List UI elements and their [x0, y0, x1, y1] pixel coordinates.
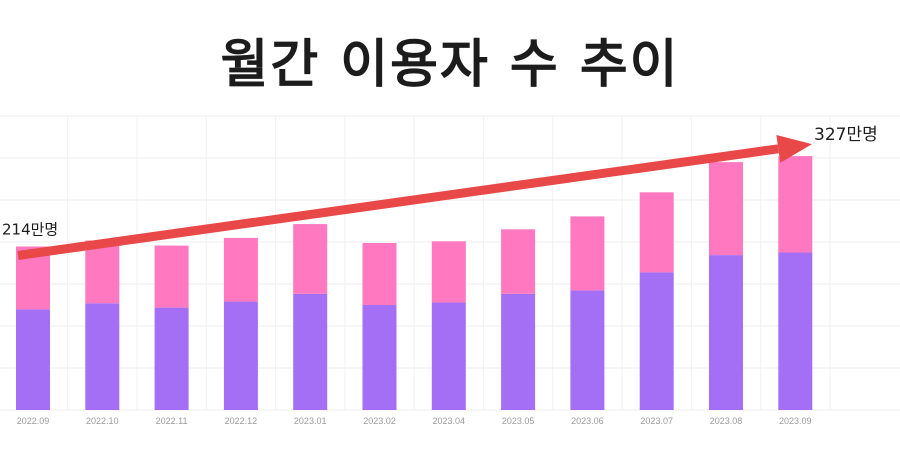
gridlines — [0, 115, 900, 411]
bar-segment-lower — [778, 252, 813, 410]
start-value-label: 214만명 — [2, 221, 58, 239]
x-tick-label: 2022.11 — [156, 416, 188, 426]
bar-segment-upper — [709, 162, 743, 255]
bar-segment-lower — [570, 290, 605, 410]
x-tick-label: 2023.08 — [710, 416, 743, 426]
x-tick-label: 2023.07 — [640, 416, 673, 426]
trend-arrow-head — [776, 135, 812, 163]
x-tick-label: 2022.12 — [225, 416, 258, 426]
bar-segment-upper — [778, 156, 813, 253]
bar-segment-upper — [154, 245, 189, 308]
bar-segment-upper — [362, 243, 397, 305]
x-tick-label: 2023.06 — [571, 416, 604, 426]
x-tick-label: 2022.10 — [86, 416, 119, 426]
x-tick-label: 2023.05 — [502, 416, 535, 426]
bar-segment-upper — [431, 241, 466, 303]
bar-segment-upper — [293, 224, 328, 294]
bar-segment-lower — [501, 293, 536, 410]
bar-segment-lower — [154, 307, 189, 410]
trend-arrow — [17, 135, 812, 260]
trend-arrow-shaft — [17, 144, 779, 260]
end-value-label: 327만명 — [814, 125, 878, 145]
bar-segment-lower — [16, 309, 50, 410]
x-axis-tick-labels: 2022.09 2022.10 2022.11 2022.12 2023.01 2023.… — [17, 416, 812, 426]
bar-segment-upper — [570, 216, 605, 291]
bar-segment-lower — [431, 302, 466, 410]
bars — [16, 156, 813, 410]
x-tick-label: 2023.01 — [294, 416, 327, 426]
chart-title: 월간 이용자 수 추이 — [220, 35, 680, 95]
x-tick-label: 2023.04 — [433, 416, 466, 426]
x-tick-label: 2023.09 — [779, 416, 812, 426]
bar-segment-lower — [709, 255, 743, 410]
bar-segment-upper — [223, 237, 258, 302]
bar-segment-lower — [85, 303, 120, 410]
bar-segment-upper — [639, 192, 674, 273]
bar-segment-lower — [639, 272, 674, 410]
bar-segment-upper — [501, 229, 536, 294]
bar-segment-lower — [362, 305, 397, 410]
bar-segment-lower — [293, 293, 328, 410]
bar-segment-lower — [223, 301, 258, 410]
bar-segment-upper — [85, 240, 120, 304]
x-tick-label: 2022.09 — [17, 416, 50, 426]
x-tick-label: 2023.02 — [363, 416, 396, 426]
